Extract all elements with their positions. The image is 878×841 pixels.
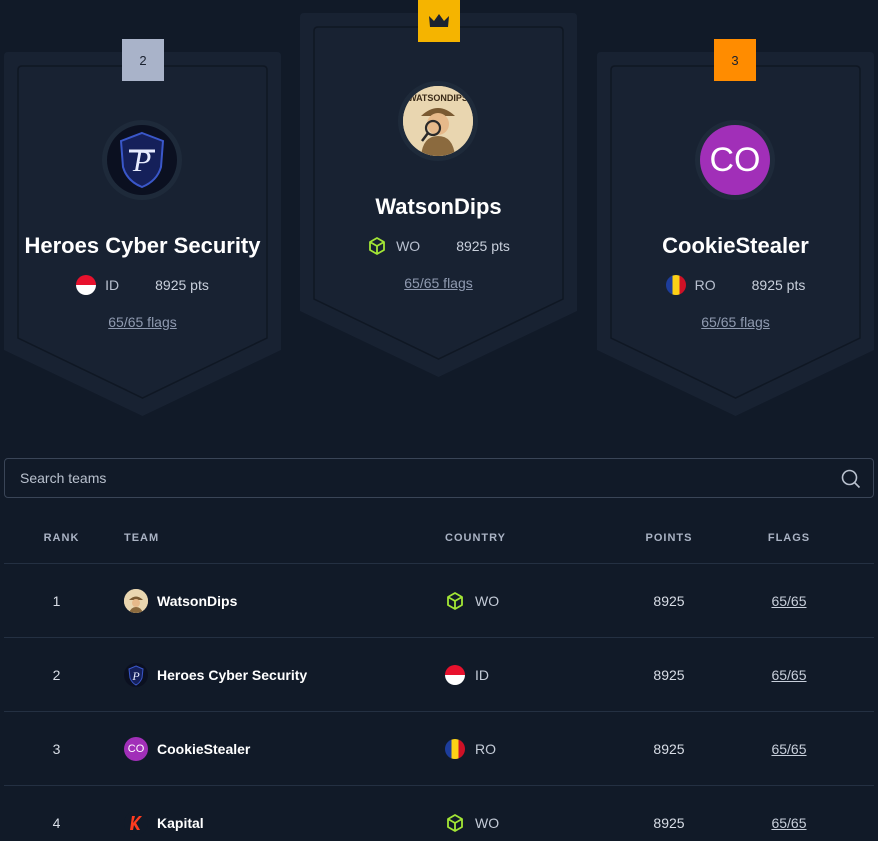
team-avatar — [124, 588, 148, 613]
header-team: TEAM — [124, 531, 160, 544]
team-avatar — [124, 810, 148, 835]
svg-text:P: P — [132, 145, 151, 178]
card-shield-bg — [300, 13, 577, 377]
detective-avatar-icon — [124, 588, 148, 613]
row-team: CO CookieStealer — [124, 736, 445, 761]
globe-cube-icon — [447, 813, 463, 832]
table-row[interactable]: 4 Kapital WO 8925 65/65 — [4, 786, 874, 841]
team-avatar: CO — [695, 120, 775, 200]
country-code: ID — [105, 277, 120, 293]
team-avatar: WATSONDIPS — [398, 81, 478, 161]
row-country: ID — [445, 664, 596, 685]
flags-link[interactable]: 65/65 — [771, 592, 807, 609]
team-name-link[interactable]: Heroes Cyber Security — [157, 666, 308, 683]
indonesia-flag-icon — [445, 664, 465, 685]
rank-badge-3: 3 — [714, 39, 756, 81]
team-name[interactable]: Heroes Cyber Security — [24, 233, 261, 258]
card-shield-bg — [4, 52, 281, 416]
team-name[interactable]: WatsonDips — [375, 194, 502, 219]
avatar-initials: CO — [709, 140, 761, 179]
svg-text:WATSONDIPS: WATSONDIPS — [408, 93, 468, 103]
row-country: RO — [445, 738, 596, 759]
team-name[interactable]: CookieStealer — [662, 233, 809, 258]
row-points: 8925 — [653, 740, 685, 757]
team-name-link[interactable]: Kapital — [157, 814, 204, 831]
row-flags: 65/65 — [742, 593, 874, 609]
rank-badge-2: 2 — [122, 39, 164, 81]
heroes-logo-icon: P — [119, 131, 165, 189]
team-points: 8925 pts — [751, 277, 806, 293]
flags-link[interactable]: 65/65 — [771, 814, 807, 831]
search-input[interactable] — [20, 470, 820, 486]
team-avatar: P — [124, 662, 148, 687]
team-meta: ID 8925 pts — [4, 275, 281, 295]
romania-flag-icon — [665, 275, 686, 295]
team-flags-link[interactable]: 65/65 flags — [108, 314, 177, 330]
flags-link[interactable]: 65/65 — [771, 740, 807, 757]
search-icon[interactable] — [841, 469, 861, 489]
team-flags-link[interactable]: 65/65 flags — [404, 275, 473, 291]
header-points: POINTS — [645, 531, 693, 544]
row-team: P Heroes Cyber Security — [124, 662, 445, 687]
header-rank: RANK — [43, 531, 80, 544]
team-avatar: P — [102, 120, 182, 200]
header-flags: FLAGS — [767, 531, 811, 544]
indonesia-flag-icon — [76, 275, 97, 295]
row-flags: 65/65 — [742, 815, 874, 831]
row-flags: 65/65 — [742, 741, 874, 757]
country-code: ID — [475, 666, 489, 683]
team-avatar: CO — [124, 736, 148, 761]
table-row[interactable]: 3 CO CookieStealer RO 8925 65/65 — [4, 712, 874, 786]
team-points: 8925 pts — [155, 277, 209, 293]
row-rank: 1 — [52, 592, 61, 609]
rank-badge-1 — [418, 0, 460, 42]
team-name-link[interactable]: CookieStealer — [157, 740, 251, 757]
row-rank: 4 — [52, 814, 61, 831]
row-team: WatsonDips — [124, 588, 445, 613]
team-meta: WO 8925 pts — [300, 236, 577, 256]
svg-text:P: P — [131, 669, 140, 683]
detective-avatar-icon: WATSONDIPS — [403, 86, 473, 156]
row-rank: 3 — [52, 740, 61, 757]
country-code: RO — [694, 277, 716, 293]
table-row[interactable]: 1 WatsonDips WO 8925 65/65 — [4, 564, 874, 638]
podium-card-first: WATSONDIPS WatsonDips WO 8925 pts 65/65 … — [300, 0, 577, 379]
country-code: WO — [396, 238, 421, 254]
romania-flag-icon — [445, 738, 465, 759]
podium-card-third: 3 CO CookieStealer RO 8925 pts 65/65 fla… — [597, 39, 874, 418]
row-points: 8925 — [653, 666, 685, 683]
row-country: WO — [445, 813, 596, 833]
team-points: 8925 pts — [456, 238, 510, 254]
team-meta: RO 8925 pts — [597, 275, 874, 295]
row-country: WO — [445, 591, 596, 611]
podium: 2 P Heroes Cyber Security ID 8925 pts 65… — [4, 0, 874, 418]
globe-cube-icon — [447, 591, 463, 610]
heroes-logo-icon: P — [128, 664, 144, 686]
row-flags: 65/65 — [742, 667, 874, 683]
scoreboard-table: RANK TEAM COUNTRY POINTS FLAGS 1 WatsonD… — [4, 512, 874, 841]
flags-link[interactable]: 65/65 — [771, 666, 807, 683]
row-points: 8925 — [653, 814, 685, 831]
row-points: 8925 — [653, 592, 685, 609]
crown-icon — [429, 14, 449, 27]
podium-card-second: 2 P Heroes Cyber Security ID 8925 pts 65… — [4, 39, 281, 418]
header-country: COUNTRY — [445, 531, 506, 544]
kapital-logo-icon — [130, 815, 142, 830]
country-code: WO — [475, 814, 500, 831]
team-flags-link[interactable]: 65/65 flags — [701, 314, 770, 330]
team-name-link[interactable]: WatsonDips — [157, 592, 238, 609]
row-rank: 2 — [52, 666, 61, 683]
country-code: RO — [475, 740, 496, 757]
card-shield-bg — [597, 52, 874, 416]
avatar-initials: CO — [127, 742, 145, 755]
globe-cube-icon — [369, 237, 385, 255]
table-row[interactable]: 2 P Heroes Cyber Security ID 8925 65/65 — [4, 638, 874, 712]
table-header: RANK TEAM COUNTRY POINTS FLAGS — [4, 512, 874, 564]
country-code: WO — [475, 592, 500, 609]
row-team: Kapital — [124, 810, 445, 835]
search-bar — [4, 458, 874, 498]
